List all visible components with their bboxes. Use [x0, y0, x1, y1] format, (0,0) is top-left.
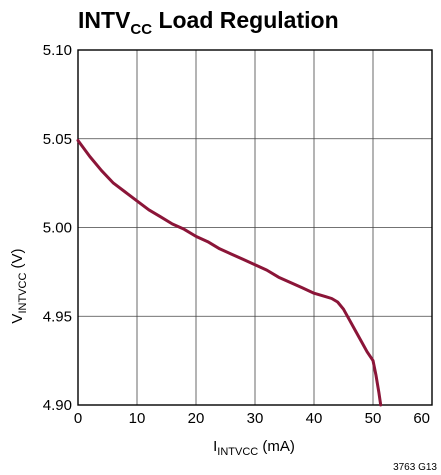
- x-tick-label: 40: [306, 410, 323, 427]
- x-tick-label: 0: [74, 410, 82, 427]
- x-tick-label: 30: [247, 410, 264, 427]
- series-line: [76, 139, 383, 407]
- series-group: [76, 139, 383, 407]
- x-tick-labels: 0 10 20 30 40 50 60: [74, 410, 430, 427]
- y-tick-label: 4.95: [43, 308, 72, 325]
- y-tick-labels: 4.90 4.95 5.00 5.05 5.10: [43, 42, 72, 414]
- x-tick-label: 60: [413, 410, 430, 427]
- x-axis-label: IINTVCC (mA): [213, 438, 295, 458]
- plot-frame: [77, 49, 433, 406]
- x-tick-label: 20: [188, 410, 205, 427]
- y-tick-label: 5.05: [43, 131, 72, 148]
- x-tick-label: 50: [365, 410, 382, 427]
- y-tick-label: 5.10: [43, 42, 72, 59]
- figure-code: 3763 G13: [393, 462, 437, 473]
- y-tick-label: 5.00: [43, 220, 72, 237]
- y-tick-label: 4.90: [43, 397, 72, 414]
- y-axis-label: VINTVCC (V): [9, 248, 29, 323]
- x-tick-label: 10: [129, 410, 146, 427]
- chart-title: INTVCC Load Regulation: [78, 7, 339, 38]
- grid-lines: [78, 50, 432, 405]
